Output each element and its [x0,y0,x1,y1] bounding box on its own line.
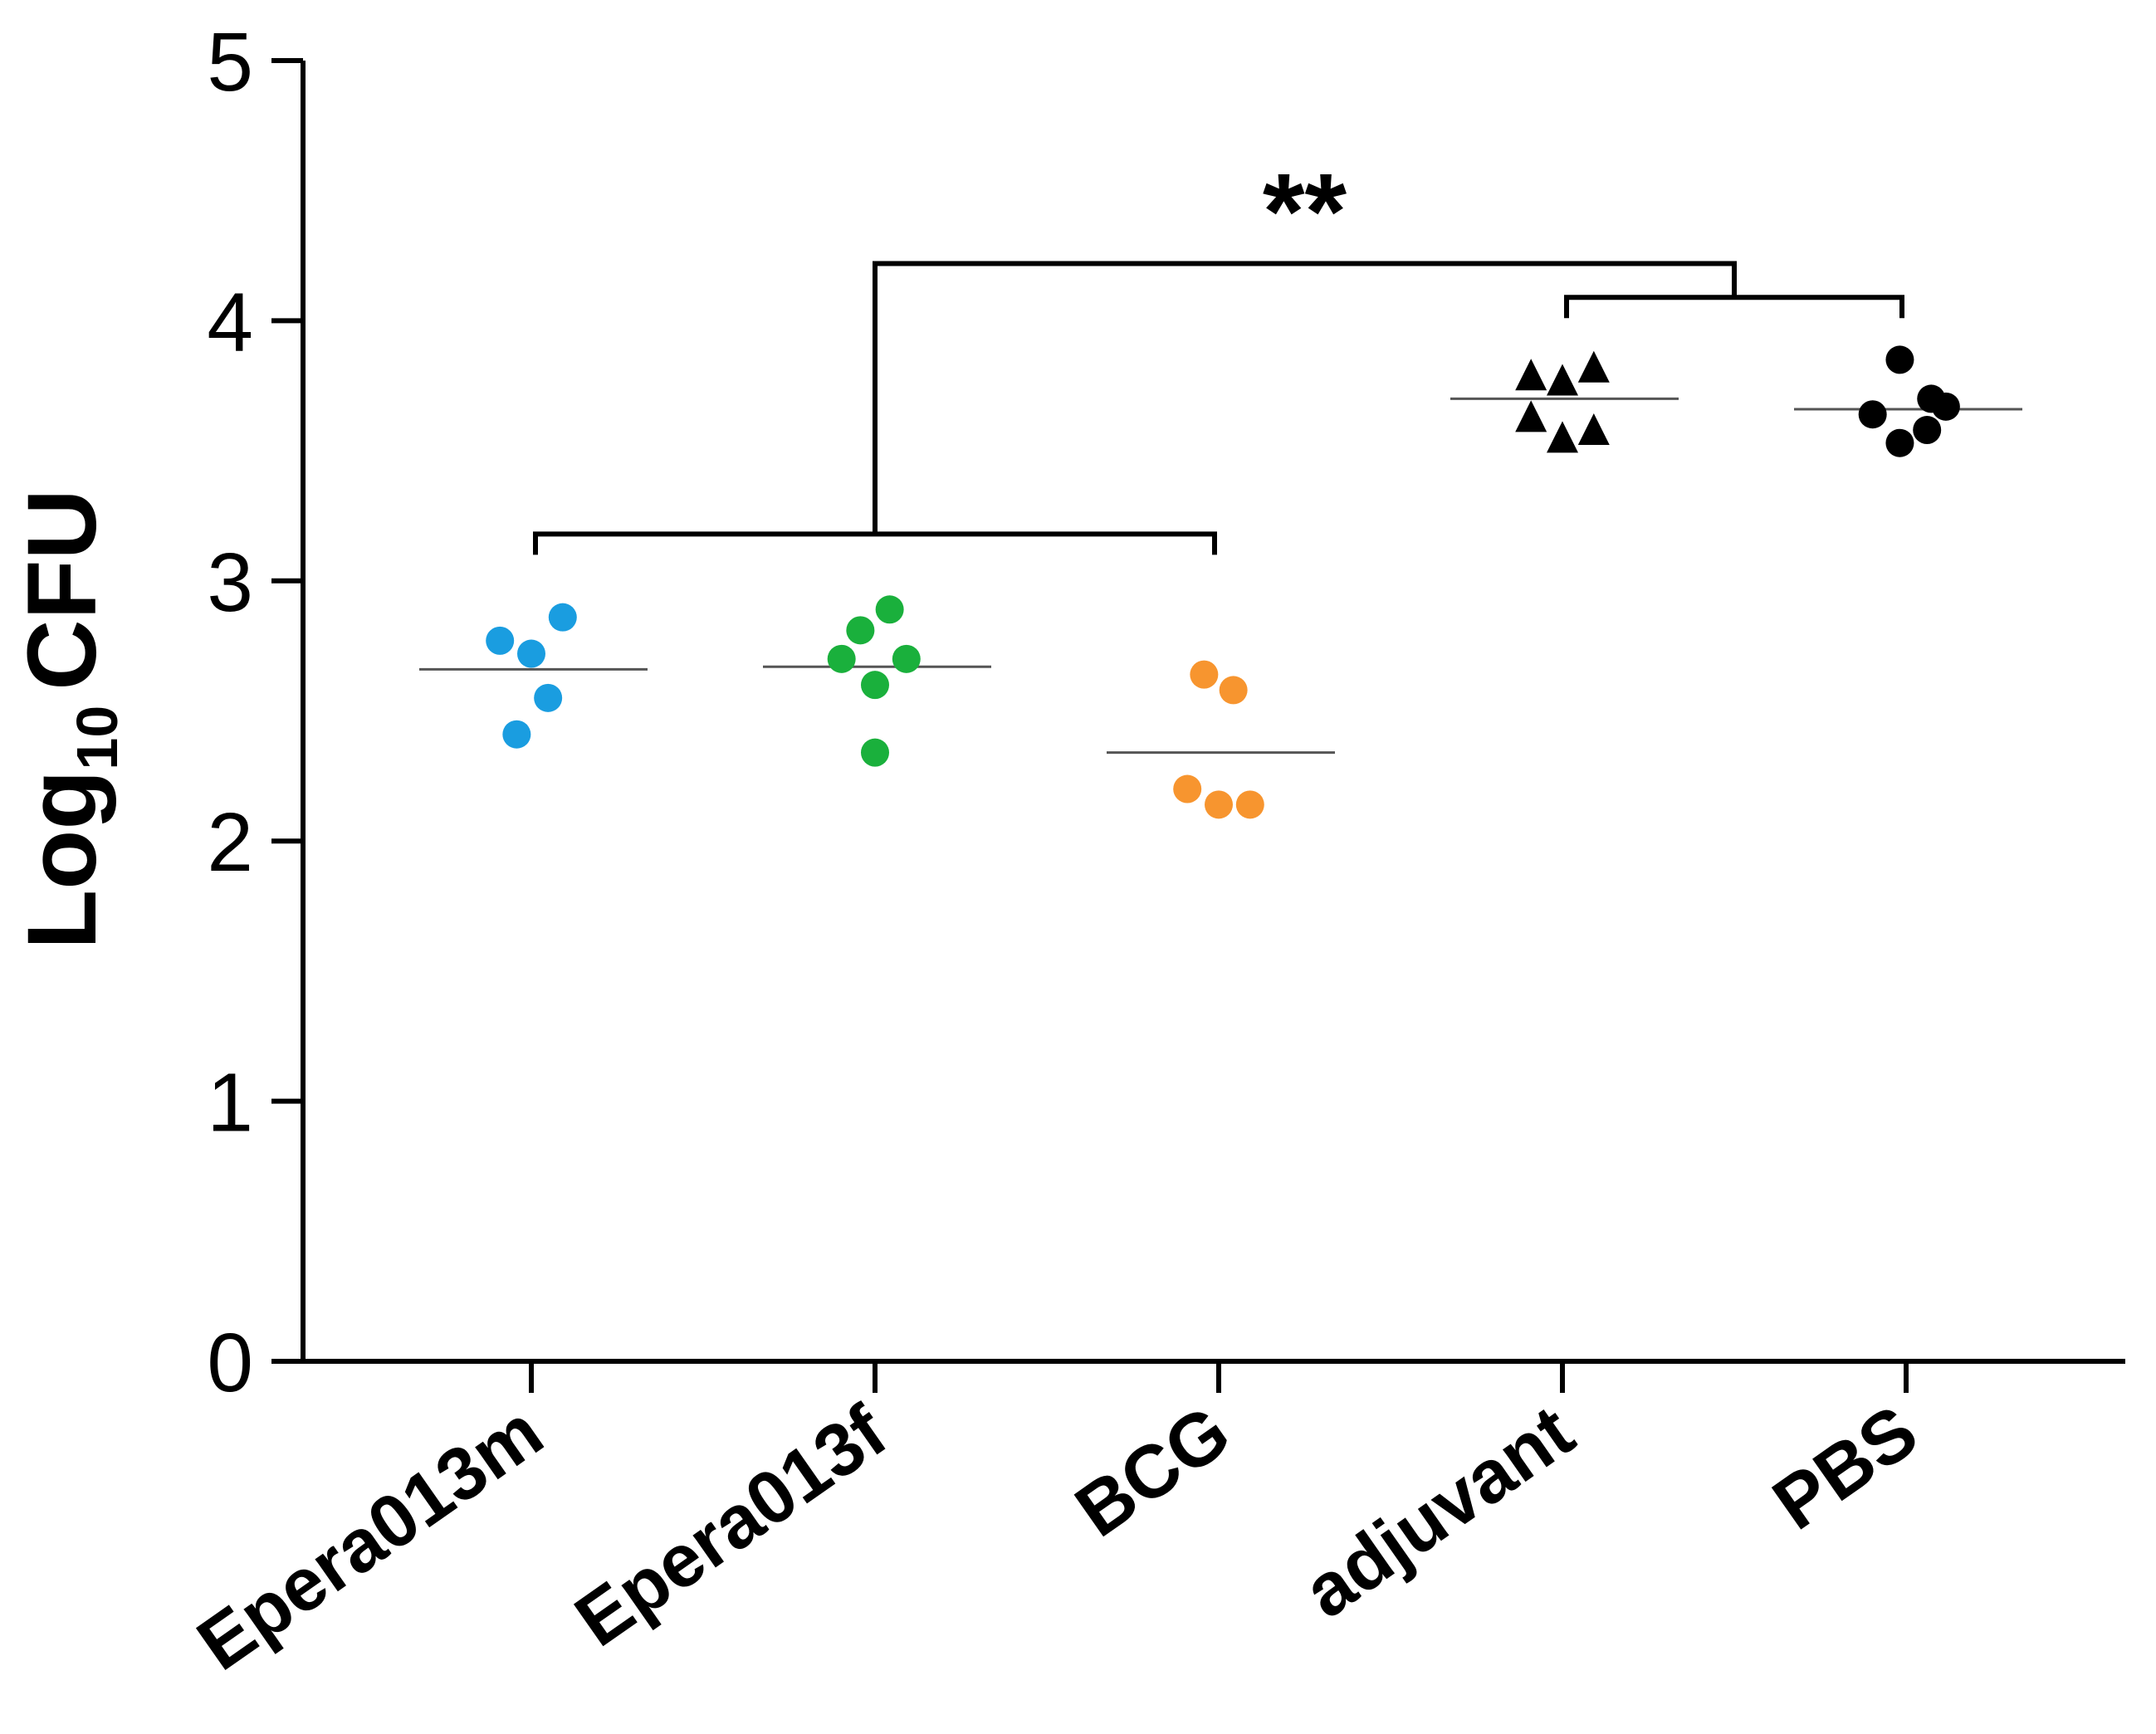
point-Epera013f-1 [846,616,875,645]
point-PBS-0 [1885,345,1914,374]
point-Epera013f-0 [827,644,856,673]
y-tick-label-0: 0 [207,1316,253,1409]
point-PBS-3 [1913,416,1942,445]
significance-brackets [533,261,1904,555]
point-Epera013f-2 [875,595,904,624]
labels: 0 1 2 3 4 5 Log10 CFU Epera013m Epera013f BCG adjuv… [7,16,1932,1687]
point-BCG-0 [1190,660,1219,689]
point-Epera013f-4 [861,671,889,700]
y-tick-label-3: 3 [207,536,253,629]
point-BCG-1 [1219,676,1248,705]
y-axis-title-unit: CFU [7,489,117,691]
point-BCG-3 [1205,790,1233,819]
point-Epera013m-1 [517,639,545,668]
y-axis-title-subscript: 10 [65,706,130,770]
category-label-PBS: PBS [1759,1390,1933,1546]
y-tick-label-5: 5 [207,16,253,109]
category-label-adjuvant: adjuvant [1289,1390,1589,1634]
bracket-left-group [533,531,1217,555]
category-label-BCG: BCG [1061,1390,1244,1553]
data-points [486,345,1960,819]
point-adjuvant-2 [1577,350,1610,383]
point-Epera013m-4 [502,720,531,749]
point-PBS-2 [1885,428,1914,457]
point-PBS-5 [1931,392,1960,421]
point-Epera013f-3 [892,644,921,673]
axes [271,58,2125,1393]
y-tick-label-2: 2 [207,796,253,889]
point-Epera013m-0 [486,626,515,655]
point-Epera013f-5 [861,738,889,767]
y-axis-title: Log10 CFU [7,489,130,950]
bracket-connector [873,261,1737,535]
significance-label: ** [1263,150,1347,271]
category-label-Epera013f: Epera013f [561,1390,902,1663]
point-adjuvant-3 [1515,400,1547,432]
bracket-right-group [1564,295,1904,319]
point-Epera013m-2 [548,603,577,632]
y-axis-title-base: Log [7,770,117,950]
point-BCG-2 [1173,774,1202,804]
point-adjuvant-0 [1515,359,1547,391]
category-label-Epera013m: Epera013m [183,1390,558,1686]
point-BCG-4 [1235,790,1264,819]
median-lines [419,397,2022,755]
point-PBS-1 [1858,400,1887,429]
y-tick-label-4: 4 [207,276,253,369]
point-Epera013m-3 [534,683,563,712]
point-adjuvant-1 [1547,364,1578,396]
y-tick-label-1: 1 [207,1057,253,1150]
point-adjuvant-5 [1577,413,1610,446]
point-adjuvant-4 [1547,421,1578,453]
